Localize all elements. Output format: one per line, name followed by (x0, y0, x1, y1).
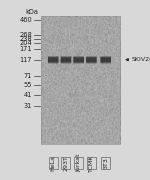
FancyBboxPatch shape (48, 62, 58, 64)
Text: kDa: kDa (26, 9, 39, 15)
FancyBboxPatch shape (86, 57, 97, 63)
FancyBboxPatch shape (61, 57, 71, 58)
Text: 3T3: 3T3 (103, 157, 108, 169)
Text: SKIV2L2: SKIV2L2 (132, 57, 150, 62)
FancyBboxPatch shape (100, 57, 111, 63)
Bar (40, 16, 120, 144)
Text: 41: 41 (24, 92, 32, 98)
Text: 204: 204 (20, 40, 32, 46)
FancyBboxPatch shape (48, 57, 58, 63)
Text: 238: 238 (20, 36, 32, 42)
Text: 293T: 293T (63, 155, 68, 171)
FancyBboxPatch shape (86, 62, 97, 64)
FancyBboxPatch shape (61, 62, 71, 64)
Text: HeLa: HeLa (51, 155, 56, 171)
FancyBboxPatch shape (100, 62, 111, 64)
Text: 55: 55 (24, 82, 32, 88)
FancyBboxPatch shape (73, 57, 84, 63)
Text: TCMK: TCMK (89, 154, 94, 172)
FancyBboxPatch shape (74, 62, 84, 64)
Text: 117: 117 (20, 57, 32, 63)
FancyBboxPatch shape (48, 57, 58, 58)
Text: Jurkat: Jurkat (76, 154, 81, 172)
Text: 460: 460 (20, 17, 32, 23)
Text: 71: 71 (24, 73, 32, 79)
Text: 171: 171 (20, 46, 32, 52)
Text: 31: 31 (24, 103, 32, 109)
FancyBboxPatch shape (61, 57, 71, 63)
FancyBboxPatch shape (74, 57, 84, 58)
FancyBboxPatch shape (100, 57, 111, 58)
FancyBboxPatch shape (86, 57, 97, 58)
Text: 268: 268 (20, 32, 32, 38)
